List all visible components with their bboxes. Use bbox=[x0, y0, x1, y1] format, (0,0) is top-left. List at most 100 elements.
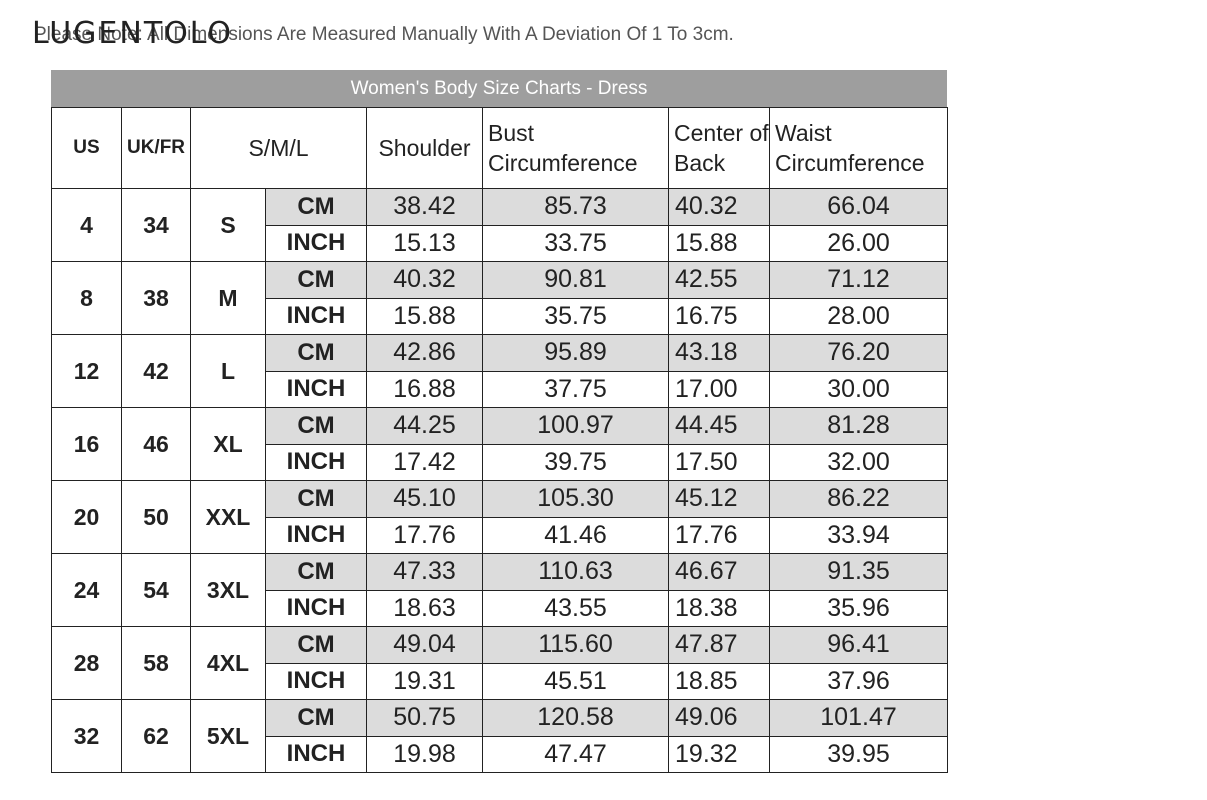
back-cell: 18.38 bbox=[668, 589, 771, 627]
bust-cell: 120.58 bbox=[482, 699, 670, 737]
unit-cell: INCH bbox=[264, 224, 368, 262]
shoulder-cell: 15.88 bbox=[366, 297, 484, 335]
shoulder-cell: 47.33 bbox=[366, 553, 484, 591]
bust-cell: 39.75 bbox=[482, 443, 670, 481]
waist-cell: 35.96 bbox=[769, 589, 949, 627]
shoulder-cell: 45.10 bbox=[366, 480, 484, 518]
bust-cell: 45.51 bbox=[482, 662, 670, 700]
back-cell: 17.76 bbox=[668, 516, 771, 554]
ukfr-size-cell: 50 bbox=[121, 480, 191, 554]
bust-cell: 95.89 bbox=[482, 334, 670, 372]
waist-cell: 71.12 bbox=[769, 261, 949, 299]
header-row: US UK/FR S/M/L Shoulder Bust Circumferen… bbox=[51, 107, 949, 189]
unit-cell: CM bbox=[264, 626, 368, 664]
unit-cell: INCH bbox=[264, 516, 368, 554]
waist-cell: 37.96 bbox=[769, 662, 949, 700]
shoulder-cell: 15.13 bbox=[366, 224, 484, 262]
col-header-back: Center of Back bbox=[668, 107, 771, 189]
waist-cell: 28.00 bbox=[769, 297, 949, 335]
shoulder-cell: 44.25 bbox=[366, 407, 484, 445]
bust-cell: 35.75 bbox=[482, 297, 670, 335]
bust-cell: 100.97 bbox=[482, 407, 670, 445]
us-size-cell: 12 bbox=[51, 334, 122, 408]
table-row: 4 34 S CM 38.42 85.73 40.32 66.04 bbox=[51, 188, 949, 262]
shoulder-cell: 17.42 bbox=[366, 443, 484, 481]
back-cell: 47.87 bbox=[668, 626, 771, 664]
bust-cell: 37.75 bbox=[482, 370, 670, 408]
us-size-cell: 8 bbox=[51, 261, 122, 335]
unit-cell: INCH bbox=[264, 443, 368, 481]
letter-size-cell: 5XL bbox=[190, 699, 266, 773]
table-row: 20 50 XXL CM 45.10 105.30 45.12 86.22 bbox=[51, 480, 949, 554]
table-row: INCH 16.88 37.75 17.00 30.00 bbox=[52, 370, 949, 408]
bust-cell: 85.73 bbox=[482, 188, 670, 226]
back-cell: 17.00 bbox=[668, 370, 771, 408]
shoulder-cell: 38.42 bbox=[366, 188, 484, 226]
ukfr-size-cell: 42 bbox=[121, 334, 191, 408]
brand-logo: LUGENTOLO bbox=[32, 16, 234, 51]
waist-cell: 86.22 bbox=[769, 480, 949, 518]
waist-cell: 66.04 bbox=[769, 188, 949, 226]
ukfr-size-cell: 58 bbox=[121, 626, 191, 700]
col-header-us: US bbox=[51, 107, 122, 189]
bust-cell: 110.63 bbox=[482, 553, 670, 591]
unit-cell: INCH bbox=[264, 735, 368, 773]
table-row: INCH 19.98 47.47 19.32 39.95 bbox=[52, 735, 949, 773]
shoulder-cell: 18.63 bbox=[366, 589, 484, 627]
waist-cell: 81.28 bbox=[769, 407, 949, 445]
unit-cell: CM bbox=[264, 188, 368, 226]
table-row: 24 54 3XL CM 47.33 110.63 46.67 91.35 bbox=[51, 553, 949, 627]
table-row: 28 58 4XL CM 49.04 115.60 47.87 96.41 bbox=[51, 626, 949, 700]
letter-size-cell: 4XL bbox=[190, 626, 266, 700]
us-size-cell: 20 bbox=[51, 480, 122, 554]
waist-cell: 33.94 bbox=[769, 516, 949, 554]
shoulder-cell: 16.88 bbox=[366, 370, 484, 408]
waist-cell: 30.00 bbox=[769, 370, 949, 408]
bust-cell: 47.47 bbox=[482, 735, 670, 773]
shoulder-cell: 40.32 bbox=[366, 261, 484, 299]
back-cell: 46.67 bbox=[668, 553, 771, 591]
col-header-bust: Bust Circumference bbox=[482, 107, 670, 189]
table-row: INCH 15.13 33.75 15.88 26.00 bbox=[52, 224, 949, 262]
us-size-cell: 28 bbox=[51, 626, 122, 700]
unit-cell: CM bbox=[264, 334, 368, 372]
us-size-cell: 4 bbox=[51, 188, 122, 262]
ukfr-size-cell: 34 bbox=[121, 188, 191, 262]
bust-cell: 41.46 bbox=[482, 516, 670, 554]
back-cell: 19.32 bbox=[668, 735, 771, 773]
shoulder-cell: 49.04 bbox=[366, 626, 484, 664]
shoulder-cell: 42.86 bbox=[366, 334, 484, 372]
waist-cell: 91.35 bbox=[769, 553, 949, 591]
unit-cell: CM bbox=[264, 553, 368, 591]
us-size-cell: 16 bbox=[51, 407, 122, 481]
waist-cell: 32.00 bbox=[769, 443, 949, 481]
back-cell: 45.12 bbox=[668, 480, 771, 518]
table-row: INCH 19.31 45.51 18.85 37.96 bbox=[52, 662, 949, 700]
unit-cell: INCH bbox=[264, 662, 368, 700]
back-cell: 40.32 bbox=[668, 188, 771, 226]
col-header-ukfr: UK/FR bbox=[121, 107, 191, 189]
back-cell: 17.50 bbox=[668, 443, 771, 481]
ukfr-size-cell: 54 bbox=[121, 553, 191, 627]
table-row: INCH 15.88 35.75 16.75 28.00 bbox=[52, 297, 949, 335]
us-size-cell: 24 bbox=[51, 553, 122, 627]
letter-size-cell: S bbox=[190, 188, 266, 262]
table-row: 12 42 L CM 42.86 95.89 43.18 76.20 bbox=[51, 334, 949, 408]
page-header: Please Note: All Dimensions Are Measured… bbox=[32, 16, 932, 56]
letter-size-cell: XL bbox=[190, 407, 266, 481]
shoulder-cell: 19.31 bbox=[366, 662, 484, 700]
unit-cell: INCH bbox=[264, 370, 368, 408]
size-table: US UK/FR S/M/L Shoulder Bust Circumferen… bbox=[51, 107, 949, 773]
unit-cell: CM bbox=[264, 699, 368, 737]
back-cell: 42.55 bbox=[668, 261, 771, 299]
unit-cell: CM bbox=[264, 407, 368, 445]
col-header-waist: Waist Circumference bbox=[769, 107, 949, 189]
unit-cell: CM bbox=[264, 261, 368, 299]
bust-cell: 90.81 bbox=[482, 261, 670, 299]
table-row: INCH 17.76 41.46 17.76 33.94 bbox=[52, 516, 949, 554]
table-row: INCH 17.42 39.75 17.50 32.00 bbox=[52, 443, 949, 481]
back-cell: 18.85 bbox=[668, 662, 771, 700]
table-row: 8 38 M CM 40.32 90.81 42.55 71.12 bbox=[51, 261, 949, 335]
unit-cell: INCH bbox=[264, 297, 368, 335]
back-cell: 16.75 bbox=[668, 297, 771, 335]
